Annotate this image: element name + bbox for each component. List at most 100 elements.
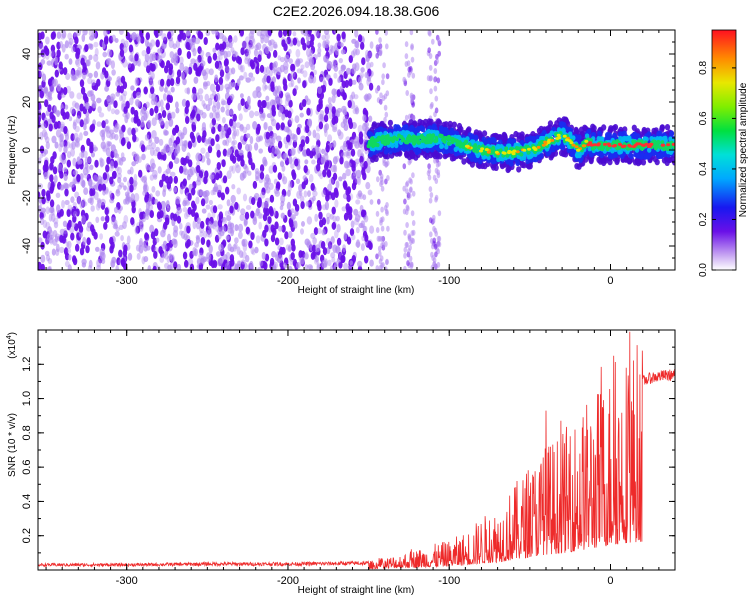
spectrogram-noise-cell [129,184,134,193]
spectrogram-noise-cell [194,37,201,45]
spectrogram-noise-cell [277,172,282,181]
spectrogram-noise-cell [356,176,362,186]
spectrogram-noise-cell [39,43,44,51]
spectrogram-noise-cell [170,57,175,64]
spectrogram-noise-cell [159,179,164,188]
spectrogram-noise-cell [283,214,288,223]
spectrogram-noise-cell [143,86,148,95]
spectrogram-noise-cell [57,163,63,172]
spectrogram-noise-cell [331,221,337,230]
spectrogram-noise-cell [161,173,166,182]
spectrogram-noise-cell [234,201,239,210]
spectrogram-noise-cell [269,194,275,203]
spectrogram-noise-cell [408,192,412,199]
spectrogram-noise-cell [332,172,338,181]
spectrogram-noise-cell [273,49,278,58]
spectrogram-noise-cell [104,36,109,45]
spectrogram-noise-cell [325,144,330,153]
spectrogram-noise-cell [299,112,304,118]
spectrogram-noise-cell [183,66,189,73]
spectrogram-noise-cell [144,53,150,63]
spectrogram-noise-cell [279,237,284,246]
spectrogram-noise-cell [158,138,164,146]
spectrogram-noise-cell [405,222,409,228]
spectrogram-noise-cell [298,191,303,197]
spectrogram-noise-cell [173,149,179,157]
spectrogram-noise-cell [120,75,126,84]
spectrogram-noise-cell [72,176,77,184]
spectrogram-noise-cell [230,228,235,237]
spectrogram-noise-cell [234,224,239,232]
spectrogram-noise-cell [345,168,351,177]
spectrogram-noise-cell [143,256,149,263]
spectrogram-noise-cell [360,146,365,153]
spectrogram-noise-cell [187,168,194,178]
spectrogram-signal-cell [447,120,453,128]
spectrogram-noise-cell [175,145,181,154]
spectrogram-noise-cell [170,134,175,144]
spectrogram-noise-cell [41,188,46,197]
spectrogram-noise-cell [332,140,337,148]
spectrogram-noise-cell [323,114,329,123]
spectrogram-noise-cell [324,30,330,35]
spectrogram-noise-cell [292,134,298,143]
spectrogram-noise-cell [212,205,218,214]
spectrogram-noise-cell [292,31,297,37]
spectrogram-noise-cell [107,76,112,82]
spectrogram-noise-cell [91,151,95,158]
spectrogram-noise-cell [426,75,431,82]
spectrogram-noise-cell [386,175,390,181]
spectrogram-noise-cell [225,138,230,147]
spectrogram-noise-cell [207,55,212,64]
spectrogram-noise-cell [203,176,208,185]
spectrogram-noise-cell [155,39,160,48]
spectrogram-noise-cell [41,123,47,130]
spectrogram-noise-cell [244,165,249,174]
spectrogram-noise-cell [315,244,321,253]
spectrogram-noise-cell [337,129,342,137]
spectrogram-noise-cell [326,247,331,255]
spectrogram-noise-cell [211,30,216,35]
spectrogram-signal-cell [469,133,475,140]
spectrogram-noise-cell [255,86,261,94]
spectrogram-noise-cell [431,38,435,45]
spectrogram-noise-cell [63,145,68,154]
spectrogram-signal-cell [669,130,674,137]
spectrogram-noise-cell [314,213,319,222]
spectrogram-noise-cell [353,94,359,100]
spectrogram-noise-cell [191,135,196,144]
spectrogram-noise-cell [338,58,343,64]
spectrogram-noise-cell [342,92,347,101]
spectrogram-noise-cell [296,127,301,135]
spectrogram-noise-cell [437,241,442,248]
spectrogram-signal-cell [490,158,496,165]
spectrogram-noise-cell [288,155,293,165]
spectrogram-noise-cell [209,174,215,180]
spectrogram-noise-cell [82,167,89,176]
spectrogram-noise-cell [212,260,218,268]
spectrogram-noise-cell [407,248,411,255]
spectrogram-noise-cell [172,239,178,248]
spectrogram-noise-cell [95,61,101,70]
spectrogram-noise-cell [237,223,244,233]
spectrogram-noise-cell [85,69,90,77]
spectrogram-noise-cell [133,173,138,183]
spectrogram-noise-cell [324,123,329,131]
spectrogram-noise-cell [284,231,289,240]
spectrogram-noise-cell [67,264,72,270]
spectrogram-noise-cell [218,211,224,220]
spectrogram-noise-cell [375,87,379,94]
spectrogram-noise-cell [81,262,87,268]
spectrogram-signal-cell [482,130,488,137]
spectrogram-noise-cell [363,160,368,169]
spectrogram-noise-cell [173,175,178,184]
spectrogram-noise-cell [155,190,161,197]
spectrogram-noise-cell [385,160,390,167]
spectrogram-noise-cell [402,76,407,83]
spectrogram-noise-cell [56,49,61,58]
spectrogram-noise-cell [362,172,367,181]
spectrogram-noise-cell [183,233,188,241]
spectrogram-noise-cell [60,108,65,117]
spectrogram-noise-cell [242,40,247,49]
spectrogram-noise-cell [70,69,75,79]
